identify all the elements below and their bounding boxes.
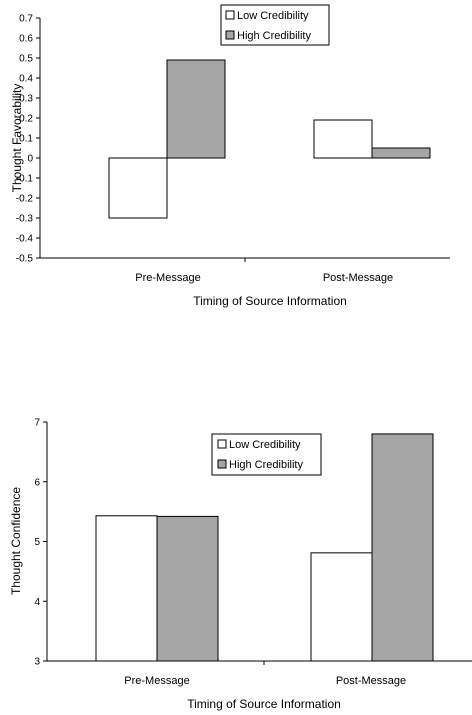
- chart2-bar-low-1: [310, 552, 373, 662]
- chart1-legend-swatch-low: [225, 10, 235, 20]
- chart1-y-tick-label: 0: [27, 154, 33, 165]
- chart-confidence: 7 6 5 4 3 Pre-Message Post-Message Timing of…: [9, 418, 472, 711]
- chart1-bar-low-1: [313, 119, 373, 159]
- chart2-legend-swatch-low: [217, 439, 227, 449]
- chart1-y-ticks: 0.7 0.6 0.5 0.4 0.3 0.2 0.1 0 -0.1 -0.2 -0.3 -0.4 -0…: [16, 14, 40, 265]
- chart2-legend: Low Credibility High Credibility: [211, 433, 322, 476]
- chart1-category-label-0: Pre-Message: [135, 272, 200, 284]
- chart2-legend-swatch-high: [217, 459, 227, 469]
- chart1-y-tick-label: -0.2: [16, 194, 34, 205]
- chart1-y-tick-label: -0.5: [16, 254, 34, 265]
- chart1-y-tick-label: 0.6: [19, 34, 33, 45]
- chart2-bar-high-0: [156, 515, 219, 662]
- chart1-bar-low-0: [108, 157, 168, 219]
- chart1-y-tick-label: -0.3: [16, 214, 34, 225]
- chart1-y-tick-label: 0.7: [19, 14, 33, 25]
- chart1-bars: [108, 59, 431, 219]
- chart1-legend-box: [220, 4, 330, 46]
- chart1-bar-high-1: [371, 147, 431, 159]
- chart2-legend-box: [211, 433, 322, 476]
- chart1-legend-label-low: Low Credibility: [237, 10, 309, 22]
- chart1-x-axis-label: Timing of Source Information: [193, 294, 347, 308]
- chart2-y-ticks: 7 6 5 4 3: [34, 418, 47, 668]
- chart2-y-tick-label: 3: [34, 657, 40, 668]
- chart1-category-label-1: Post-Message: [323, 272, 393, 284]
- chart1-legend-label-high: High Credibility: [237, 30, 311, 42]
- chart2-y-tick-label: 4: [34, 597, 40, 608]
- chart2-category-label-0: Pre-Message: [124, 675, 189, 687]
- chart1-y-tick-label: 0.2: [19, 114, 33, 125]
- chart1-y-tick-label: 0.3: [19, 94, 33, 105]
- chart2-bar-low-0: [95, 515, 158, 662]
- chart2-x-axis-label: Timing of Source Information: [187, 697, 341, 711]
- chart2-legend-label-high: High Credibility: [229, 459, 303, 471]
- chart2-y-axis-label: Thought Confidence: [9, 487, 23, 595]
- chart1-y-tick-label: 0.4: [19, 74, 33, 85]
- chart2-category-label-1: Post-Message: [336, 675, 406, 687]
- chart2-legend-label-low: Low Credibility: [229, 439, 301, 451]
- chart1-legend: Low Credibility High Credibility: [220, 4, 330, 46]
- chart-favorability: 0.7 0.6 0.5 0.4 0.3 0.2 0.1 0 -0.1 -0.2 -0.3 -0.4 -0…: [10, 4, 450, 308]
- chart1-y-tick-label: 0.5: [19, 54, 33, 65]
- chart1-y-tick-label: -0.1: [16, 174, 34, 185]
- chart1-y-axis-label: Thought Favorability: [10, 84, 24, 193]
- chart1-legend-swatch-high: [225, 30, 235, 40]
- chart2-y-tick-label: 6: [34, 477, 40, 488]
- chart1-bar-high-0: [166, 59, 226, 159]
- chart1-y-tick-label: 0.1: [19, 134, 33, 145]
- chart2-y-tick-label: 7: [34, 418, 40, 429]
- chart2-bars: [95, 433, 434, 662]
- chart1-y-tick-label: -0.4: [16, 234, 34, 245]
- chart2-bar-high-1: [371, 433, 434, 662]
- chart2-y-tick-label: 5: [34, 537, 40, 548]
